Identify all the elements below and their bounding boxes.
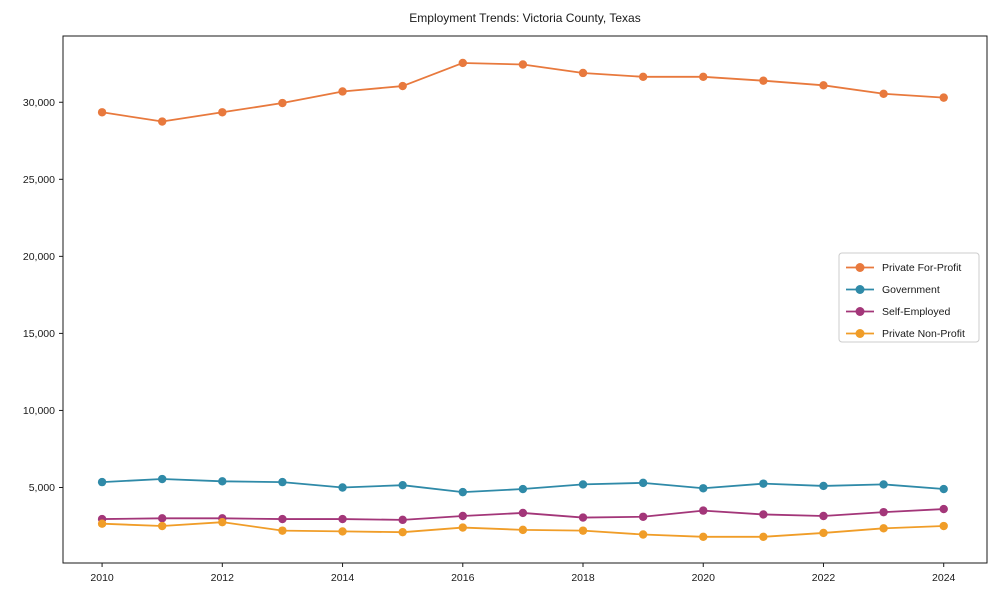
data-point-government <box>879 480 888 489</box>
legend-marker-private-non-profit <box>855 329 865 338</box>
data-point-private-for-profit <box>578 68 588 78</box>
data-point-private-for-profit <box>157 117 167 126</box>
data-point-government <box>218 477 227 486</box>
y-tick-label: 25,000 <box>23 174 55 186</box>
series-group <box>97 58 948 542</box>
data-point-private-for-profit <box>97 108 107 117</box>
data-point-private-non-profit <box>578 526 588 535</box>
data-point-government <box>578 480 588 489</box>
data-point-private-for-profit <box>218 108 227 117</box>
data-point-private-for-profit <box>398 81 407 91</box>
data-point-self-employed <box>939 504 948 514</box>
data-point-self-employed <box>157 514 167 523</box>
data-point-government <box>398 480 407 490</box>
data-point-private-for-profit <box>638 72 648 82</box>
y-tick-label: 5,000 <box>29 482 55 494</box>
data-point-government <box>518 484 528 494</box>
data-point-self-employed <box>759 510 768 519</box>
legend-label-self-employed: Self-Employed <box>882 306 950 318</box>
y-tick-label: 15,000 <box>23 328 55 340</box>
x-tick-label: 2010 <box>90 572 114 584</box>
data-point-government <box>338 483 347 492</box>
data-point-government <box>278 477 287 487</box>
data-point-private-for-profit <box>819 81 828 90</box>
data-point-private-non-profit <box>278 526 287 535</box>
x-tick-label: 2016 <box>451 572 475 584</box>
data-point-self-employed <box>879 507 888 517</box>
data-point-self-employed <box>338 514 347 524</box>
data-point-private-non-profit <box>458 523 467 532</box>
data-point-self-employed <box>278 514 287 524</box>
x-tick-label: 2024 <box>932 572 956 584</box>
legend-box <box>838 252 980 343</box>
data-point-government <box>97 477 107 487</box>
x-tick-label: 2018 <box>571 572 595 584</box>
data-point-self-employed <box>819 511 828 521</box>
chart-title: Employment Trends: Victoria County, Texa… <box>409 11 640 25</box>
data-point-private-non-profit <box>97 519 107 528</box>
data-point-private-non-profit <box>398 527 407 537</box>
y-tick-label: 20,000 <box>23 251 55 263</box>
data-point-private-non-profit <box>759 532 768 542</box>
x-tick-label: 2012 <box>211 572 235 584</box>
legend-marker-private-for-profit <box>855 263 865 272</box>
data-point-private-for-profit <box>759 76 768 85</box>
y-axis: 5,000 10,000 15,000 20,000 25,000 30,000 <box>23 97 63 494</box>
data-point-self-employed <box>699 506 708 515</box>
plot-area-border <box>62 35 988 564</box>
x-tick-label: 2022 <box>812 572 836 584</box>
data-point-self-employed <box>518 508 528 518</box>
data-point-government <box>699 484 708 493</box>
data-point-private-for-profit <box>338 87 347 96</box>
legend-label-private-non-profit: Private Non-Profit <box>882 328 965 340</box>
legend-label-private-for-profit: Private For-Profit <box>882 262 961 274</box>
data-point-government <box>819 481 828 491</box>
data-point-self-employed <box>638 512 648 521</box>
legend-marker-self-employed <box>855 307 865 316</box>
legend: Private For-Profit Government Self-Employe… <box>838 252 980 343</box>
data-point-private-non-profit <box>819 528 828 538</box>
data-point-government <box>759 479 768 488</box>
legend-label-government: Government <box>882 284 940 296</box>
x-axis: 2010 2012 2014 2016 2018 2020 2022 2024 <box>90 563 956 584</box>
data-point-private-non-profit <box>879 524 888 533</box>
data-point-private-for-profit <box>518 60 528 69</box>
data-point-private-non-profit <box>338 527 347 536</box>
data-point-private-non-profit <box>638 530 648 539</box>
data-point-private-for-profit <box>699 72 708 82</box>
data-point-government <box>939 484 948 494</box>
series-line-private-for-profit <box>101 62 944 123</box>
data-point-government <box>458 487 467 497</box>
data-point-government <box>638 478 648 488</box>
data-point-self-employed <box>398 515 407 525</box>
data-point-private-non-profit <box>939 521 948 531</box>
data-point-private-for-profit <box>278 98 287 108</box>
y-tick-label: 30,000 <box>23 97 55 109</box>
data-point-government <box>157 474 167 484</box>
legend-marker-government <box>855 285 865 294</box>
data-point-private-for-profit <box>879 89 888 98</box>
data-point-private-for-profit <box>458 58 467 68</box>
x-tick-label: 2014 <box>331 572 355 584</box>
data-point-private-non-profit <box>218 517 227 527</box>
data-point-self-employed <box>458 511 467 521</box>
data-point-private-non-profit <box>518 525 528 535</box>
y-tick-label: 10,000 <box>23 405 55 417</box>
x-tick-label: 2020 <box>692 572 716 584</box>
data-point-private-for-profit <box>939 93 948 102</box>
data-point-self-employed <box>578 513 588 522</box>
data-point-private-non-profit <box>699 532 708 542</box>
data-point-private-non-profit <box>157 521 167 531</box>
